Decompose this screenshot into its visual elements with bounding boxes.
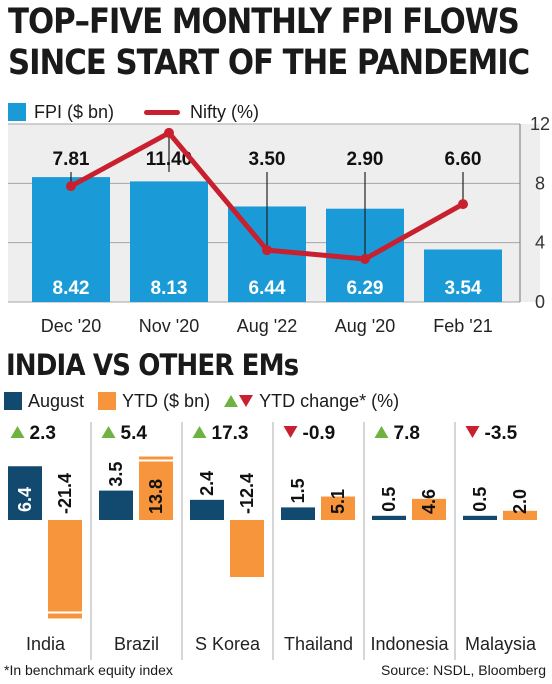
y-tick-label: 4: [535, 233, 545, 253]
y-tick-label: 8: [535, 173, 545, 193]
august-legend-label: August: [28, 390, 85, 411]
nifty-point: [458, 199, 468, 210]
title-line-1: TOP–FIVE MONTHLY FPI FLOWS: [8, 2, 520, 42]
august-value-label: 0.5: [470, 487, 490, 512]
nifty-point: [262, 245, 272, 256]
august-bar: [281, 507, 315, 520]
fpi-bar: [424, 249, 502, 302]
ytd-change-value-label: -3.5: [485, 423, 518, 444]
y-tick-label: 12: [530, 114, 550, 134]
fpi-bar: [130, 181, 208, 302]
ytd-change-value-label: 17.3: [212, 423, 249, 444]
country-label: Thailand: [284, 634, 353, 654]
ytd-legend-swatch: [98, 392, 117, 410]
fpi-bar-value-label: 3.54: [445, 278, 482, 299]
triangle-up-icon: [374, 426, 389, 438]
fpi-bar-value-label: 8.13: [151, 278, 188, 299]
x-category-label: Dec '20: [41, 316, 101, 336]
august-value-label: 2.4: [197, 471, 217, 496]
ytd-change-value-label: 7.8: [394, 423, 420, 444]
fpi-bar: [32, 177, 110, 302]
fpi-bar-value-label: 6.29: [347, 278, 384, 299]
august-bar: [463, 515, 497, 520]
ytd-bar: [321, 496, 355, 520]
country-label: Indonesia: [370, 634, 449, 654]
ytd-value-label: -21.4: [55, 473, 75, 514]
ytd-value-label: 5.1: [328, 489, 348, 514]
ytd-change-value-label: 2.3: [30, 423, 56, 444]
country-label: India: [26, 634, 66, 654]
nifty-point: [360, 253, 370, 264]
ytd-bar: [139, 456, 173, 520]
august-value-label: 6.4: [15, 487, 35, 512]
ytd-bar: [412, 498, 446, 520]
nifty-value-label: 3.50: [249, 149, 286, 170]
ytd-change-value-label: 5.4: [121, 423, 148, 444]
section-subtitle: INDIA VS OTHER EMs: [6, 348, 299, 382]
august-bar: [190, 499, 224, 520]
fpi-bar-value-label: 6.44: [249, 278, 286, 299]
triangle-down-icon: [283, 426, 298, 438]
triangle-up-icon: [101, 426, 116, 438]
august-value-label: 0.5: [379, 487, 399, 512]
ytd-bar: [48, 520, 82, 619]
ytd-change-legend-label: YTD change* (%): [259, 390, 400, 411]
triangle-down-icon: [465, 426, 480, 438]
ytd-change-value-label: -0.9: [303, 423, 336, 444]
country-label: S Korea: [195, 634, 261, 654]
nifty-point: [66, 181, 76, 192]
ytd-bar: [230, 520, 264, 578]
x-category-label: Feb '21: [433, 316, 492, 336]
fpi-bar-value-label: 8.42: [53, 278, 90, 299]
nifty-value-label: 7.81: [53, 149, 90, 170]
triangle-down-icon: [239, 395, 254, 407]
nifty-value-label: 11.40: [146, 149, 193, 170]
august-bar: [99, 490, 133, 520]
y-tick-label: 0: [535, 292, 545, 312]
ytd-bar: [503, 510, 537, 520]
ytd-value-label: -12.4: [237, 473, 257, 514]
august-legend-swatch: [4, 392, 22, 410]
country-label: Malaysia: [465, 634, 537, 654]
august-bar: [372, 515, 406, 520]
ytd-legend-label: YTD ($ bn): [122, 390, 211, 411]
x-category-label: Aug '22: [237, 316, 298, 336]
nifty-legend-swatch: [144, 109, 181, 115]
fpi-legend-swatch: [8, 103, 26, 121]
top-chart-legend: FPI ($ bn) Nifty (%): [8, 100, 259, 124]
nifty-legend-label: Nifty (%): [190, 101, 260, 122]
source-note: Source: NSDL, Bloomberg: [381, 662, 546, 678]
footnote: *In benchmark equity index: [4, 662, 173, 678]
triangle-up-icon: [10, 426, 25, 438]
ytd-value-label: 4.6: [419, 489, 439, 514]
ytd-value-label: 13.8: [146, 479, 166, 514]
x-category-label: Aug '20: [335, 316, 396, 336]
fpi-legend-label: FPI ($ bn): [34, 101, 115, 122]
nifty-value-label: 2.90: [347, 149, 384, 170]
country-label: Brazil: [114, 634, 159, 654]
triangle-up-icon: [192, 426, 207, 438]
bottom-chart-legend: August YTD ($ bn) YTD change* (%): [4, 389, 399, 413]
august-bar: [8, 466, 42, 520]
nifty-point: [164, 127, 174, 138]
triangle-up-icon: [224, 395, 239, 407]
august-value-label: 3.5: [106, 462, 126, 487]
august-value-label: 1.5: [288, 478, 308, 503]
title-line-2: SINCE START OF THE PANDEMIC: [8, 43, 530, 83]
ytd-value-label: 2.0: [510, 489, 530, 514]
nifty-value-label: 6.60: [445, 149, 482, 170]
x-category-label: Nov '20: [139, 316, 199, 336]
chart-title: TOP–FIVE MONTHLY FPI FLOWS SINCE START O…: [8, 2, 530, 84]
